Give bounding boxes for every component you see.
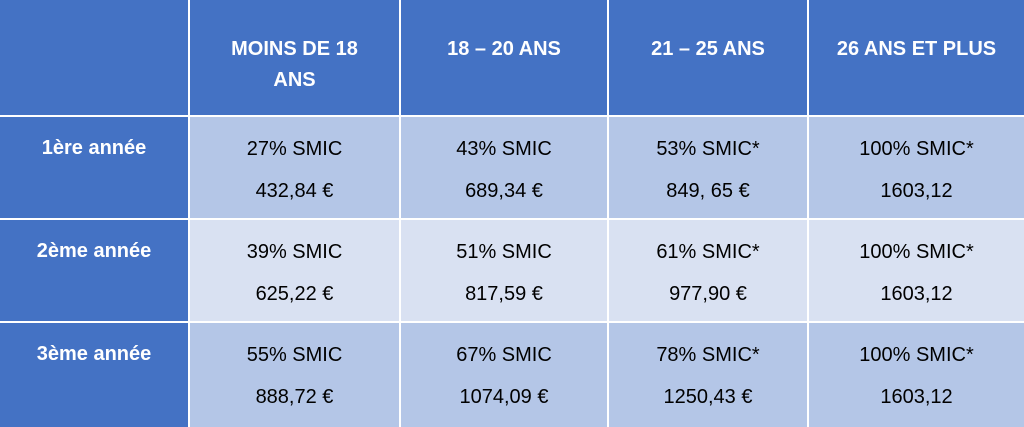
cell-percent: 61% SMIC* <box>656 241 760 263</box>
table-cell: 43% SMIC 689,34 € <box>401 117 609 220</box>
cell-percent: 100% SMIC* <box>859 344 974 366</box>
cell-amount: 1250,43 € <box>663 386 753 408</box>
cell-amount: 1074,09 € <box>459 386 549 408</box>
cell-percent: 39% SMIC <box>246 241 343 263</box>
table-cell: 100% SMIC* 1603,12 <box>809 220 1024 323</box>
cell-amount: 888,72 € <box>255 386 334 408</box>
table-cell: 53% SMIC* 849, 65 € <box>609 117 809 220</box>
cell-percent: 27% SMIC <box>246 138 343 160</box>
table-cell: 55% SMIC 888,72 € <box>190 323 401 427</box>
cell-amount: 977,90 € <box>669 283 747 305</box>
cell-amount: 817,59 € <box>465 283 543 305</box>
column-header-21-25: 21 – 25 ANS <box>609 0 809 117</box>
cell-amount: 1603,12 <box>880 283 953 305</box>
column-header-under-18: MOINS DE 18 ANS <box>190 0 401 117</box>
header-corner-cell <box>0 0 190 117</box>
cell-percent: 43% SMIC <box>456 138 552 160</box>
cell-amount: 1603,12 <box>880 180 953 202</box>
table-cell: 100% SMIC* 1603,12 <box>809 323 1024 427</box>
cell-percent: 100% SMIC* <box>859 138 974 160</box>
row-header-year-1: 1ère année <box>0 117 190 220</box>
column-header-18-20: 18 – 20 ANS <box>401 0 609 117</box>
table-cell: 27% SMIC 432,84 € <box>190 117 401 220</box>
table-cell: 100% SMIC* 1603,12 <box>809 117 1024 220</box>
cell-percent: 100% SMIC* <box>859 241 974 263</box>
table-cell: 78% SMIC* 1250,43 € <box>609 323 809 427</box>
cell-amount: 849, 65 € <box>666 180 750 202</box>
cell-percent: 55% SMIC <box>246 344 343 366</box>
table-cell: 67% SMIC 1074,09 € <box>401 323 609 427</box>
cell-percent: 53% SMIC* <box>656 138 760 160</box>
column-header-26-plus: 26 ANS ET PLUS <box>809 0 1024 117</box>
row-header-year-3: 3ème année <box>0 323 190 427</box>
table-cell: 61% SMIC* 977,90 € <box>609 220 809 323</box>
cell-amount: 689,34 € <box>465 180 543 202</box>
cell-percent: 51% SMIC <box>456 241 552 263</box>
row-header-year-2: 2ème année <box>0 220 190 323</box>
cell-amount: 625,22 € <box>255 283 334 305</box>
cell-percent: 78% SMIC* <box>656 344 760 366</box>
cell-percent: 67% SMIC <box>456 344 552 366</box>
cell-amount: 432,84 € <box>255 180 334 202</box>
table-cell: 39% SMIC 625,22 € <box>190 220 401 323</box>
cell-amount: 1603,12 <box>880 386 953 408</box>
table-cell: 51% SMIC 817,59 € <box>401 220 609 323</box>
